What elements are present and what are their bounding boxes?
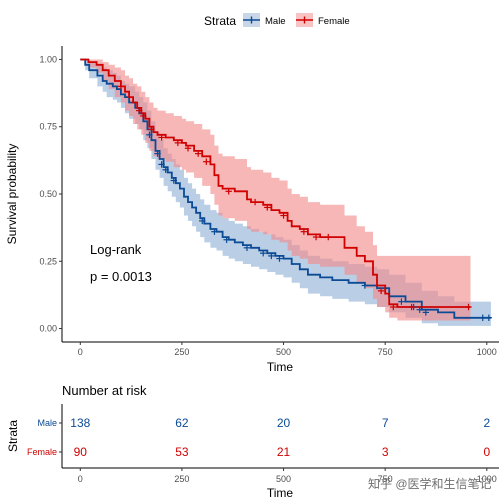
censor-mark-male [243,244,251,252]
censor-marks [117,83,493,321]
censor-mark-female [194,150,202,157]
confidence-band-female [80,59,471,321]
watermark: 知乎 @医学和生信笔记 [368,476,492,491]
censor-mark-female [140,112,147,120]
y-tick-label: 1.00 [39,54,57,64]
risk-cell-female: 90 [74,445,88,459]
risk-x-tick-label: 0 [78,474,83,484]
censor-mark-male [223,236,230,243]
confidence-bands [80,59,491,326]
censor-mark-male [199,217,206,225]
risk-cell-female: 21 [277,445,291,459]
censor-mark-female [251,198,259,206]
censor-mark-female [465,303,472,311]
censor-mark-female [325,233,332,241]
risk-cell-female: 3 [382,445,389,459]
legend-item-male: Male [243,13,286,27]
censor-mark-male [146,131,153,138]
x-tick-label: 750 [378,347,393,357]
risk-cell-male: 2 [483,416,490,430]
x-tick-label: 500 [276,347,291,357]
y-ticks: 0.00 0.25 0.50 0.75 1.00 [39,54,62,334]
risk-strata-labels: Male Female [27,418,62,457]
risk-strata-label-male: Male [37,418,57,428]
censor-mark-male [170,177,177,184]
survival-curves [80,58,491,319]
censor-mark-male [485,314,493,321]
y-axis-title: Survival probability [5,144,19,245]
risk-cell-male: 7 [382,416,389,430]
censor-mark-male [416,306,423,313]
censor-mark-male [162,166,169,173]
censor-mark-male [211,228,218,235]
risk-y-axis-title: Strata [6,420,20,452]
legend: Strata Male Female [204,13,350,28]
survival-curve-female [80,58,471,308]
censor-mark-female [408,303,415,311]
survival-plot: 0 250 500 750 1000 0.00 0.25 0.50 0.75 1.00 Time… [5,46,499,374]
censor-mark-male [361,282,369,289]
censor-mark-female [158,134,165,141]
censor-mark-male [260,250,267,257]
censor-mark-female [377,287,385,295]
x-tick-label: 1000 [477,347,497,357]
logrank-label: Log-rank [90,242,142,257]
censor-mark-female [312,233,320,241]
censor-mark-male [398,298,405,305]
legend-item-female: Female [296,13,350,27]
y-tick-label: 0.50 [39,189,57,199]
censor-mark-male [276,255,283,262]
risk-x-tick-label: 1000 [477,474,497,484]
risk-cell-male: 62 [175,416,189,430]
risk-x-axis-title: Time [267,486,294,500]
risk-x-tick-label: 500 [276,474,291,484]
censor-mark-male [422,309,430,316]
censor-mark-female [203,158,210,165]
legend-label-female: Female [318,16,350,27]
legend-title: Strata [204,14,236,28]
risk-cell-female: 53 [175,445,189,459]
censor-mark-female [280,212,287,219]
censor-mark-female [264,204,271,211]
x-ticks: 0 250 500 750 1000 [78,342,497,357]
censor-mark-female [136,107,143,114]
risk-table-cells: 138 62 20 7 2 90 53 21 3 0 [70,416,490,459]
risk-cell-female: 0 [483,445,490,459]
y-tick-label: 0.25 [39,256,57,266]
x-tick-label: 250 [174,347,189,357]
censor-mark-female [148,126,155,133]
risk-x-tick-label: 750 [378,474,393,484]
y-tick-label: 0.75 [39,122,57,132]
legend-label-male: Male [265,16,286,27]
pvalue-label: p = 0.0013 [90,269,152,284]
y-tick-label: 0.00 [39,324,57,334]
survival-curve-male [80,58,491,319]
censor-mark-female [117,83,125,90]
risk-strata-label-female: Female [27,447,57,457]
risk-table: Number at risk 138 62 20 7 2 90 53 21 3 0 0 250 500… [6,383,499,500]
risk-table-title: Number at risk [62,383,147,398]
censor-mark-female [390,303,397,311]
x-tick-label: 0 [78,347,83,357]
censor-mark-female [174,139,182,147]
censor-mark-male [479,314,486,321]
censor-mark-female [225,188,232,195]
risk-x-tick-label: 250 [174,474,189,484]
risk-cell-male: 20 [277,416,291,430]
x-axis-title: Time [267,360,294,374]
censor-mark-male [154,150,161,157]
censor-mark-male [158,161,165,168]
censor-mark-male [268,252,275,260]
risk-cell-male: 138 [70,416,90,430]
censor-mark-female [184,145,192,152]
censor-mark-female [300,228,308,235]
risk-x-ticks: 0 250 500 750 1000 [78,468,497,484]
